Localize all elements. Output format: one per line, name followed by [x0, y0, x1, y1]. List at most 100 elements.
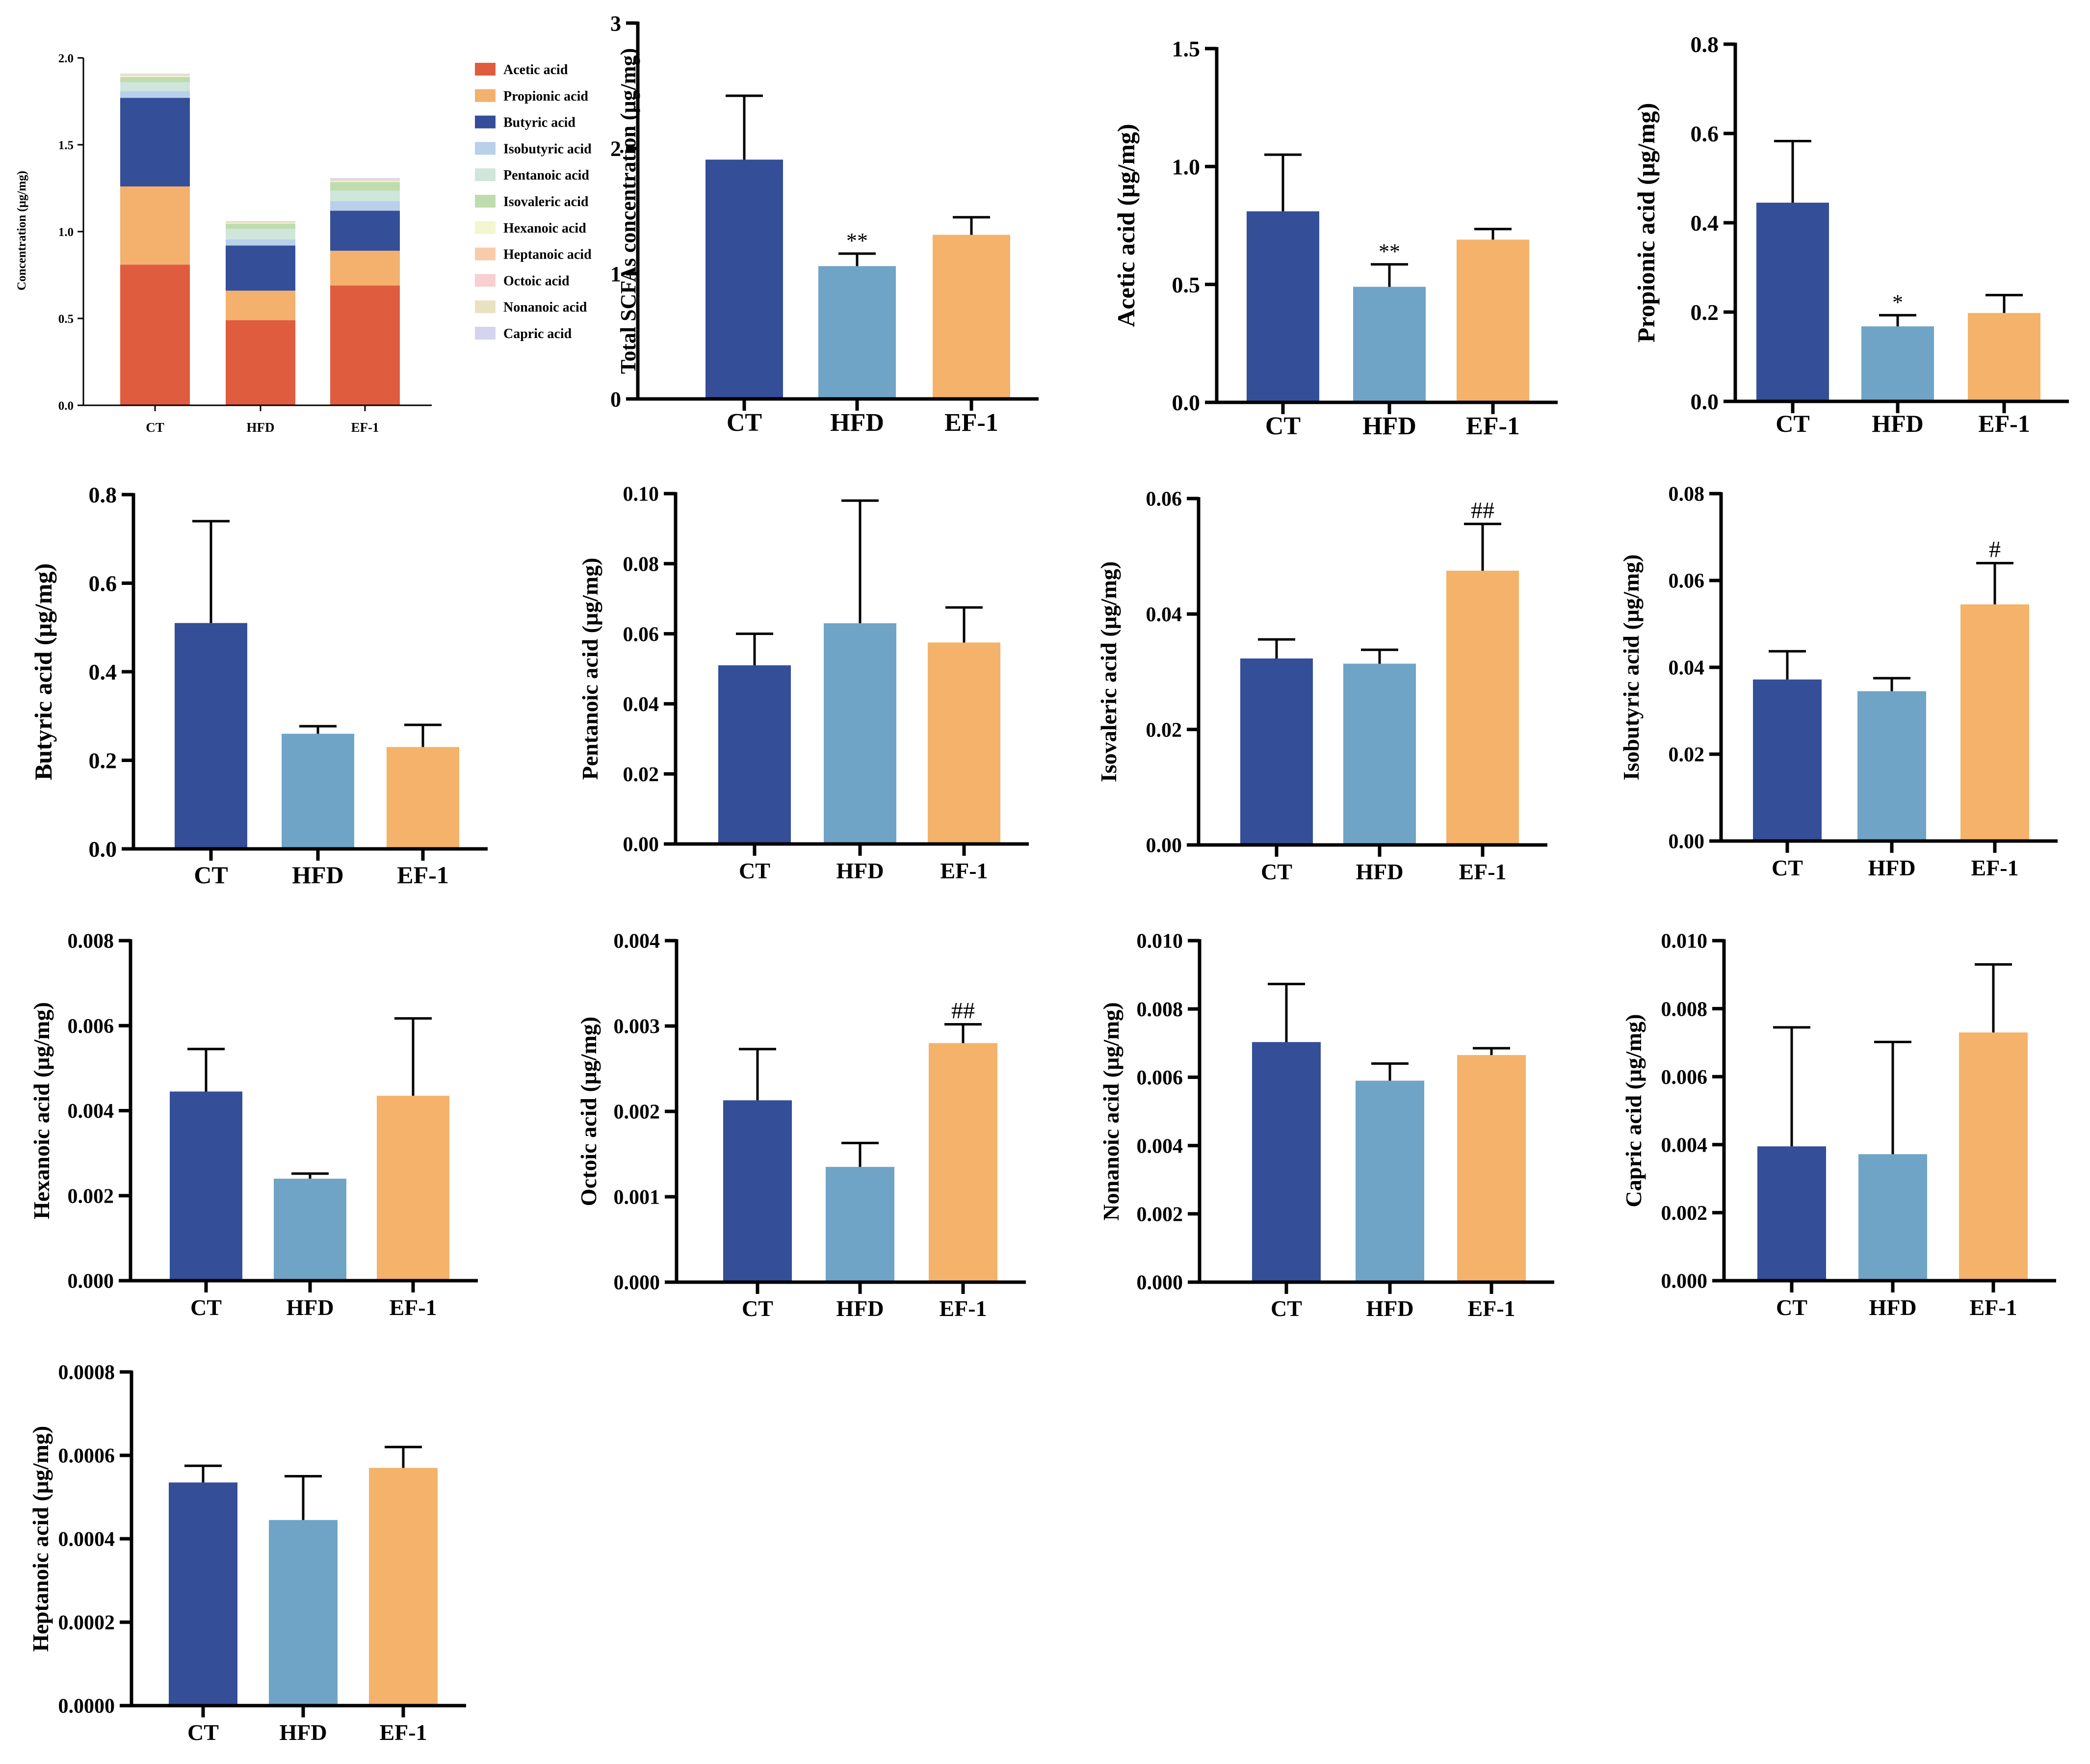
y-axis-label: Isobutyric acid (μg/mg) [1619, 554, 1644, 781]
stack-segment [330, 201, 400, 211]
bar-ef-1 [1457, 1055, 1526, 1282]
bar-ef-1 [1457, 239, 1529, 402]
bar-ct [723, 1100, 792, 1282]
panel-isovaleric-acid: ## 0.00 0.02 0.04 0.06 CT HFD EF-1 Isovaleric ac… [1096, 488, 1547, 884]
y-tick-label: 0.000 [1137, 1272, 1183, 1294]
bar-ct [175, 623, 247, 849]
y-tick-label: 0.0004 [58, 1528, 115, 1551]
y-axis-label: Acetic acid (μg/mg) [1112, 124, 1140, 327]
bar-hfd [274, 1179, 346, 1281]
x-tick-label: HFD [1868, 855, 1915, 880]
bar-ct [705, 159, 783, 399]
x-tick-label: EF-1 [351, 420, 379, 435]
bar-ct [718, 665, 791, 844]
legend-swatch [475, 63, 496, 76]
panel-stacked-composition: 0.0 0.5 1.0 1.5 2.0 CT HFD EF-1 Concentration (μ… [15, 52, 592, 435]
y-tick-label: 0.06 [623, 623, 659, 646]
bar-ef-1 [1959, 1032, 2028, 1281]
stack-segment [226, 222, 295, 223]
y-tick-label: 0.8 [89, 482, 117, 507]
y-tick-label: 1.5 [1172, 36, 1201, 61]
panel-acetic-acid: ** 0.0 0.5 1.0 1.5 CT HFD EF-1 Acetic acid (μg/m… [1112, 36, 1558, 440]
x-tick-label: HFD [292, 861, 344, 889]
bar-hfd [1353, 287, 1426, 402]
y-tick-label: 0.2 [1691, 300, 1719, 325]
stack-segment [330, 190, 400, 202]
x-tick-label: HFD [286, 1295, 334, 1320]
bar-ef-1 [928, 642, 1000, 844]
stack-segment [330, 250, 400, 286]
x-tick-label: CT [1265, 412, 1301, 440]
y-axis-label: Concentration (μg/mg) [15, 171, 28, 290]
bar-ef-1 [377, 1096, 449, 1281]
y-axis-label: Capric acid (μg/mg) [1621, 1014, 1646, 1207]
y-tick-label: 0.004 [614, 930, 660, 953]
y-tick-label: 0.002 [614, 1101, 660, 1124]
bar-hfd [1861, 326, 1934, 401]
x-tick-label: CT [1261, 859, 1292, 884]
bar-ef-1 [933, 235, 1010, 399]
stack-segment [226, 223, 295, 224]
y-tick-label: 0.0 [1691, 389, 1719, 414]
y-tick-label: 0.0008 [58, 1362, 115, 1384]
stack-segment [330, 179, 400, 181]
x-tick-label: HFD [1362, 412, 1416, 440]
x-tick-label: HFD [1366, 1296, 1413, 1321]
legend-swatch [475, 89, 496, 102]
x-tick-label: CT [1271, 1296, 1302, 1321]
bar-hfd [824, 623, 896, 844]
x-tick-label: EF-1 [397, 861, 449, 889]
bar-hfd [269, 1520, 338, 1706]
stack-segment [120, 91, 190, 98]
y-tick-label: 0.001 [614, 1186, 660, 1209]
y-tick-label: 0.008 [1137, 999, 1183, 1021]
stack-segment [120, 74, 190, 76]
y-tick-label: 0 [610, 387, 621, 411]
legend-swatch [475, 247, 496, 261]
y-tick-label: 0.0000 [58, 1695, 115, 1718]
y-tick-label: 0.002 [68, 1185, 114, 1208]
y-tick-label: 0.8 [1691, 32, 1719, 57]
legend-swatch [475, 274, 496, 287]
y-tick-label: 0.0 [1172, 390, 1201, 415]
x-tick-label: CT [146, 420, 164, 435]
stack-segment [226, 224, 295, 229]
y-tick-label: 0.08 [1669, 483, 1705, 506]
x-tick-label: EF-1 [940, 858, 988, 883]
bar-ct [1753, 679, 1822, 841]
bar-ct [170, 1091, 242, 1281]
x-tick-label: CT [727, 409, 762, 437]
legend-swatch [475, 115, 496, 129]
panel-octoic-acid: ## 0.000 0.001 0.002 0.003 0.004 CT HFD EF-1 Octo… [576, 930, 1026, 1321]
bar-hfd [282, 734, 354, 849]
y-axis-label: Total SCFAs concentration (μg/mg) [616, 48, 640, 374]
legend-label: Isovaleric acid [503, 194, 589, 210]
y-tick-label: 2 [610, 137, 621, 161]
stack-segment [330, 285, 400, 405]
y-tick-label: 0.000 [614, 1272, 660, 1294]
x-tick-label: EF-1 [379, 1720, 427, 1745]
x-tick-label: EF-1 [1971, 855, 2018, 880]
panel-total-scfas: ** 0 1 2 3 CT HFD EF-1 Total SCFAs concentration… [610, 11, 1039, 437]
stack-segment [120, 82, 190, 91]
legend-label: Hexanoic acid [503, 221, 586, 236]
x-tick-label: CT [194, 861, 228, 889]
significance-mark: ## [951, 998, 975, 1024]
panel-nonanoic-acid: 0.000 0.002 0.004 0.006 0.008 0.010 CT HFD EF-1 N… [1098, 930, 1554, 1321]
stack-segment [120, 98, 190, 186]
y-tick-label: 1.0 [58, 226, 74, 239]
y-tick-label: 0.10 [623, 483, 659, 506]
y-tick-label: 0.008 [68, 930, 114, 953]
y-tick-label: 0.6 [1691, 121, 1719, 146]
x-tick-label: EF-1 [1467, 1296, 1515, 1321]
y-axis-label: Butyric acid (μg/mg) [29, 563, 57, 780]
stack-segment [120, 186, 190, 265]
legend-swatch [475, 142, 496, 155]
bar-ef-1 [369, 1468, 438, 1706]
legend-label: Butyric acid [503, 115, 575, 131]
panel-pentanoic-acid: 0.00 0.02 0.04 0.06 0.08 0.10 CT HFD EF-1 Pentano… [577, 483, 1029, 883]
bar-ef-1 [1968, 313, 2040, 401]
stack-segment [120, 76, 190, 77]
x-tick-label: HFD [836, 1296, 884, 1321]
significance-mark: # [1989, 537, 2001, 563]
